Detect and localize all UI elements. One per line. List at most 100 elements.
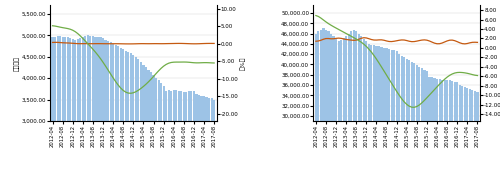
Bar (393, 50, 395, 178)
Bar (363, 39, 365, 178)
Bar (92, 36, 94, 178)
Bar (474, 91, 476, 178)
Bar (461, 86, 464, 178)
Bar (54, 37, 56, 178)
Bar (56, 36, 58, 178)
Bar (148, 70, 150, 178)
Y-axis label: （%）: （%） (240, 56, 246, 70)
Bar (52, 38, 54, 178)
Bar (150, 72, 152, 178)
Bar (107, 41, 109, 178)
Bar (366, 41, 368, 178)
Bar (414, 63, 416, 178)
Bar (102, 38, 104, 178)
Bar (416, 65, 418, 178)
Bar (124, 51, 127, 178)
Bar (380, 47, 382, 178)
Bar (373, 45, 375, 178)
Bar (431, 77, 433, 178)
Bar (352, 30, 355, 178)
Bar (104, 40, 106, 178)
Bar (370, 44, 372, 178)
Bar (325, 30, 327, 178)
Bar (320, 30, 322, 178)
Bar (376, 46, 378, 178)
Bar (90, 36, 92, 178)
Bar (396, 51, 398, 178)
Bar (74, 40, 76, 178)
Bar (97, 37, 99, 178)
Bar (418, 67, 420, 178)
Bar (127, 52, 130, 178)
Bar (328, 31, 330, 178)
Bar (472, 90, 474, 178)
Bar (424, 70, 426, 178)
Bar (162, 85, 164, 178)
Bar (390, 50, 392, 178)
Bar (378, 46, 380, 178)
Bar (79, 38, 82, 178)
Bar (206, 97, 208, 178)
Bar (315, 34, 317, 178)
Bar (448, 80, 451, 178)
Bar (360, 36, 362, 178)
Bar (190, 91, 192, 178)
Bar (120, 48, 122, 178)
Bar (332, 36, 334, 178)
Bar (446, 80, 448, 178)
Bar (436, 78, 438, 178)
Bar (168, 90, 170, 178)
Bar (198, 95, 200, 178)
Bar (403, 57, 406, 178)
Bar (383, 48, 385, 178)
Bar (358, 34, 360, 178)
Bar (138, 59, 140, 178)
Bar (406, 59, 408, 178)
Bar (464, 87, 466, 178)
Bar (200, 96, 202, 178)
Bar (203, 96, 205, 178)
Bar (94, 37, 96, 178)
Bar (400, 56, 403, 178)
Bar (117, 46, 119, 178)
Bar (444, 80, 446, 178)
Bar (476, 92, 478, 178)
Bar (130, 53, 132, 178)
Bar (135, 57, 137, 178)
Bar (340, 40, 342, 178)
Bar (175, 90, 178, 178)
Bar (69, 38, 71, 178)
Bar (428, 77, 430, 178)
Bar (155, 78, 157, 178)
Bar (122, 49, 124, 178)
Bar (110, 42, 112, 178)
Bar (421, 68, 423, 178)
Bar (152, 75, 154, 178)
Bar (112, 44, 114, 178)
Bar (158, 80, 160, 178)
Bar (438, 78, 440, 178)
Bar (454, 82, 456, 178)
Bar (76, 39, 79, 178)
Bar (469, 89, 471, 178)
Bar (64, 37, 66, 178)
Bar (434, 78, 436, 178)
Bar (100, 38, 102, 178)
Bar (84, 36, 86, 178)
Bar (178, 91, 180, 178)
Bar (172, 90, 175, 178)
Bar (193, 91, 195, 178)
Bar (132, 55, 134, 178)
Bar (142, 65, 144, 178)
Bar (348, 34, 350, 178)
Bar (466, 88, 468, 178)
Bar (186, 91, 188, 178)
Bar (183, 92, 185, 178)
Bar (426, 71, 428, 178)
Y-axis label: （万头）: （万头） (14, 56, 20, 71)
Bar (140, 62, 142, 178)
Bar (355, 31, 358, 178)
Bar (338, 41, 340, 178)
Bar (210, 98, 212, 178)
Bar (388, 49, 390, 178)
